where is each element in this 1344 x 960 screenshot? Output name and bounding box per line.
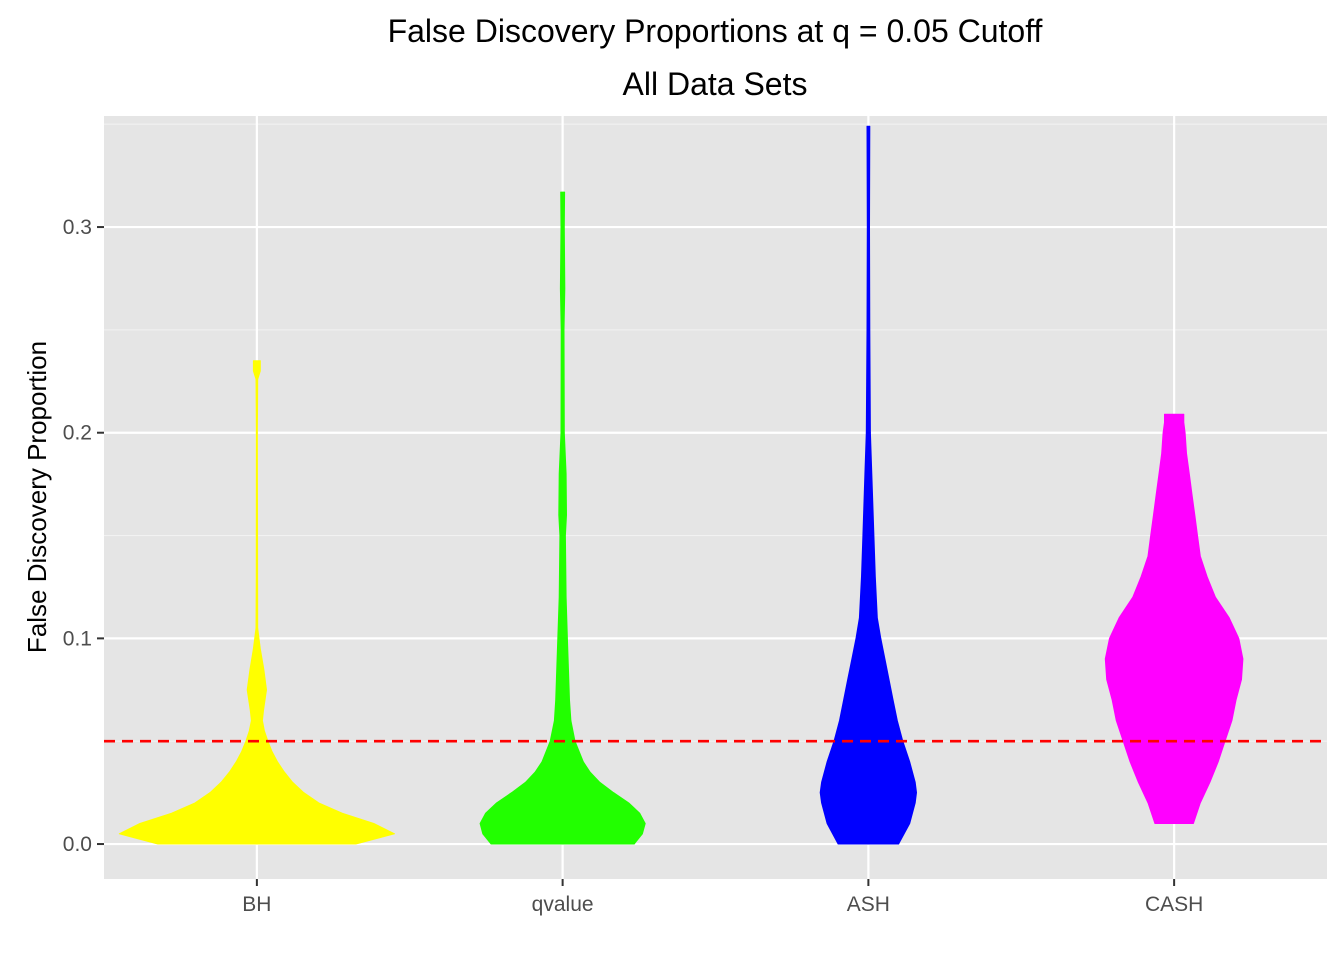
- x-tick-label: BH: [242, 893, 271, 916]
- violins: [118, 125, 1244, 845]
- violin-bh: [118, 360, 395, 845]
- x-tick-label: ASH: [847, 893, 890, 916]
- y-tick-label: 0.2: [63, 422, 92, 445]
- chart-title: False Discovery Proportions at q = 0.05 …: [388, 13, 1043, 49]
- y-axis-title: False Discovery Proportion: [22, 341, 52, 653]
- y-tick-label: 0.0: [63, 833, 92, 856]
- y-tick-label: 0.3: [63, 216, 92, 239]
- x-tick-label: qvalue: [532, 893, 594, 916]
- plot-panel: [104, 116, 1327, 879]
- violin-qvalue: [479, 191, 646, 845]
- x-tick-label: CASH: [1145, 893, 1203, 916]
- x-axis: BH qvalue ASH CASH: [242, 879, 1203, 916]
- violin-ash: [819, 125, 917, 845]
- violin-cash: [1104, 413, 1244, 824]
- chart-subtitle: All Data Sets: [623, 66, 808, 102]
- y-tick-label: 0.1: [63, 627, 92, 650]
- y-axis: 0.0 0.1 0.2 0.3: [63, 216, 104, 856]
